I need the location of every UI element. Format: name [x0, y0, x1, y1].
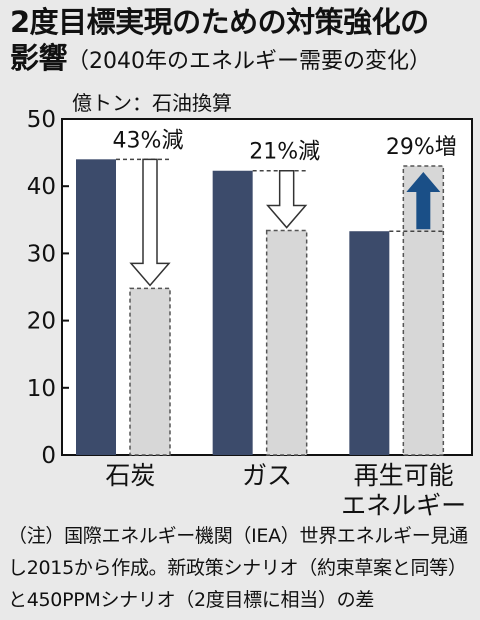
bar-450-scenario [265, 229, 308, 456]
x-category-label-line: ガス [242, 461, 292, 490]
decrease-arrow [266, 169, 308, 229]
decrease-arrow [129, 158, 171, 287]
increase-arrow [406, 172, 441, 230]
x-category-label-line: エネルギー [341, 491, 466, 520]
y-tick-label: 20 [27, 309, 56, 335]
y-unit-label: 億トン：石油換算 [72, 91, 232, 115]
bar-450-scenario [129, 287, 171, 456]
y-tick-label: 0 [41, 443, 56, 469]
y-tick-label: 40 [27, 174, 56, 200]
chart-title: 2度目標実現のための対策強化の 影響（2040年のエネルギー需要の変化） [10, 4, 480, 80]
footnote: （注）国際エネルギー機関（IEA）世界エネルギー見通し2015から作成。新政策シ… [8, 525, 468, 611]
change-label: 43%減 [113, 128, 184, 153]
bar-new-policy [76, 159, 116, 455]
y-tick-label: 10 [27, 376, 56, 402]
title-line-2-bold: 影響 [10, 41, 68, 75]
change-label: 21%減 [249, 140, 320, 165]
x-category-label-line: 再生可能 [354, 461, 454, 490]
y-tick-label: 50 [27, 107, 56, 133]
change-label: 29%増 [386, 135, 457, 160]
x-category-label: ガス [242, 461, 292, 490]
title-line-1: 2度目標実現のための対策強化の [10, 5, 429, 39]
bar-chart: 0 10 20 30 40 50 億トン：石油換算 43%減石炭 21%減ガス 29%増再生可能エ… [27, 91, 473, 520]
title-subtitle: （2040年のエネルギー需要の変化） [67, 49, 432, 74]
title-line-2: 影響（2040年のエネルギー需要の変化） [10, 40, 480, 80]
bar-new-policy [212, 170, 253, 455]
x-category-label-line: 石炭 [105, 461, 155, 490]
x-category-label: 再生可能エネルギー [341, 461, 466, 520]
y-tick-label: 30 [27, 241, 56, 267]
x-category-label: 石炭 [105, 461, 155, 490]
bar-new-policy [349, 231, 390, 455]
